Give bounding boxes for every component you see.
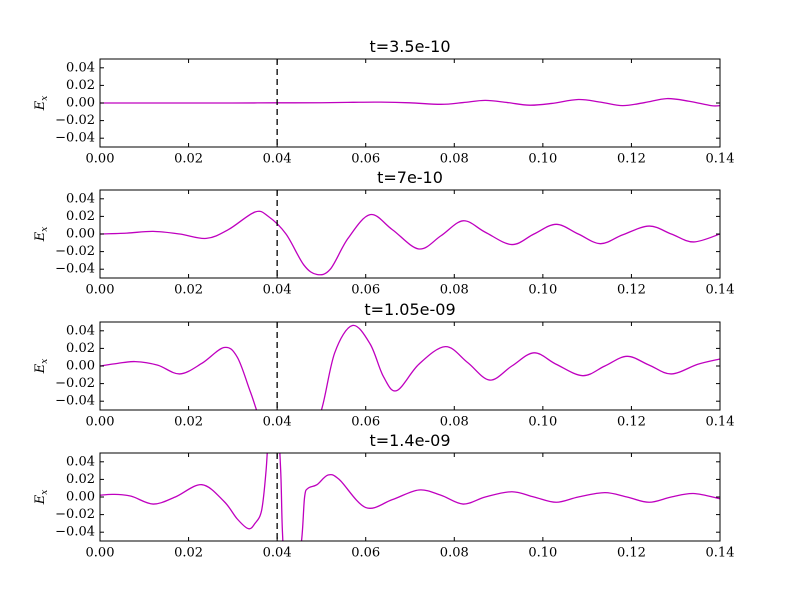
x-tick-label: 0.08 [440,152,469,167]
data-line [100,210,720,276]
subplot: t=1.05e-09 0.00 0.02 0.04 0.06 0.08 0.10 0.12 0.… [33,300,735,430]
subplot-title: t=3.5e-10 [369,37,450,56]
x-tick-label: 0.14 [706,152,735,167]
y-label-sub: x [40,490,50,495]
x-tick-label: 0.06 [351,152,380,167]
x-tick-label: 0.04 [263,283,292,298]
y-label-sub: x [40,359,50,364]
y-label-sub: x [40,96,50,101]
y-tick-label: 0.00 [66,490,95,505]
y-label-base: E [33,363,48,374]
x-tick-label: 0.02 [174,152,203,167]
y-axis-label: Ex [33,490,50,506]
y-label-base: E [33,100,48,111]
y-tick-label: −0.02 [55,376,95,391]
x-tick-label: 0.04 [263,415,292,430]
y-tick-label: 0.04 [66,60,95,75]
y-tick-label: 0.04 [66,454,95,469]
subplot-title: t=7e-10 [377,168,443,187]
y-tick-label: 0.02 [66,78,95,93]
x-tick-label: 0.00 [86,415,115,430]
y-tick-label: −0.04 [55,394,95,409]
y-axis-label: Ex [33,227,50,243]
x-tick-label: 0.04 [263,152,292,167]
x-tick-label: 0.10 [528,546,557,561]
x-tick-label: 0.02 [174,546,203,561]
x-tick-label: 0.06 [351,546,380,561]
y-tick-label: −0.04 [55,525,95,540]
data-line [100,324,720,410]
y-tick-label: 0.02 [66,209,95,224]
subplot-title: t=1.4e-09 [369,431,450,450]
x-tick-label: 0.14 [706,283,735,298]
x-tick-label: 0.10 [528,283,557,298]
y-axis-label: Ex [33,96,50,112]
y-axis-label: Ex [33,359,50,375]
y-tick-label: 0.00 [66,96,95,111]
y-tick-label: −0.02 [55,507,95,522]
subplot: t=3.5e-10 0.00 0.02 0.04 0.06 0.08 0.10 0.12 0.1… [33,37,734,167]
x-tick-label: 0.08 [440,546,469,561]
x-tick-label: 0.08 [440,415,469,430]
x-tick-label: 0.06 [351,415,380,430]
y-tick-label: −0.02 [55,244,95,259]
x-tick-label: 0.06 [351,283,380,298]
x-tick-label: 0.12 [617,546,646,561]
y-tick-label: 0.00 [66,227,95,242]
x-tick-label: 0.12 [617,152,646,167]
y-tick-label: −0.04 [55,262,95,277]
x-tick-label: 0.00 [86,152,115,167]
y-tick-label: −0.04 [55,131,95,146]
data-line [100,453,720,541]
subplot: t=1.4e-09 0.00 0.02 0.04 0.06 0.08 0.10 0.12 0.1… [33,431,735,561]
y-label-sub: x [40,227,50,232]
y-label-base: E [33,494,48,505]
x-tick-label: 0.00 [86,546,115,561]
x-tick-label: 0.12 [617,415,646,430]
x-tick-label: 0.02 [174,415,203,430]
y-tick-label: 0.04 [66,323,95,338]
y-tick-label: 0.04 [66,191,95,206]
data-line [100,97,720,107]
x-tick-label: 0.02 [174,283,203,298]
y-tick-label: −0.02 [55,113,95,128]
x-tick-label: 0.00 [86,283,115,298]
y-tick-label: 0.00 [66,359,95,374]
subplot: t=7e-10 0.00 0.02 0.04 0.06 0.08 0.10 0.12 0.14 −… [33,168,734,298]
y-label-base: E [33,231,48,242]
x-tick-label: 0.04 [263,546,292,561]
x-tick-label: 0.14 [706,415,735,430]
x-tick-label: 0.14 [706,546,735,561]
y-tick-label: 0.02 [66,472,95,487]
x-tick-label: 0.08 [440,283,469,298]
x-tick-label: 0.12 [617,283,646,298]
x-tick-label: 0.10 [528,152,557,167]
x-tick-label: 0.10 [528,415,557,430]
y-tick-label: 0.02 [66,341,95,356]
subplot-title: t=1.05e-09 [364,300,455,319]
